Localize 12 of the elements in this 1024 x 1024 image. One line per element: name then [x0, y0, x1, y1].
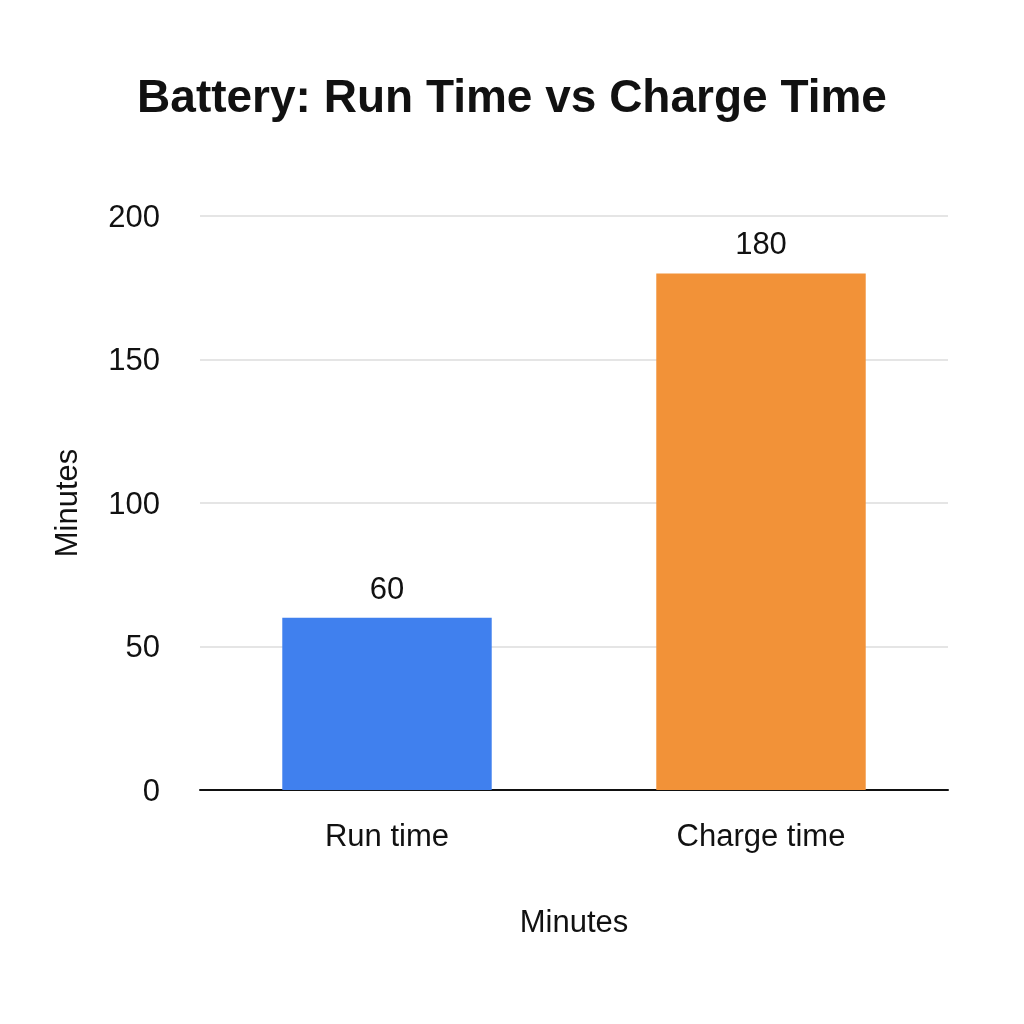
- x-tick-label: Run time: [324, 818, 450, 853]
- y-tick-label: 150: [108, 342, 160, 377]
- chart-title: Battery: Run Time vs Charge Time: [137, 70, 887, 122]
- y-tick-label: 50: [125, 629, 160, 664]
- x-axis-title: Minutes: [519, 904, 629, 939]
- y-axis-title: Minutes: [49, 448, 84, 558]
- data-label: 60: [369, 570, 405, 606]
- y-tick-label: 100: [108, 485, 160, 521]
- y-tick-label: 0: [142, 772, 160, 808]
- y-tick-label: 200: [108, 198, 160, 234]
- x-tick-label: Charge time: [676, 818, 846, 853]
- data-label: 180: [735, 226, 787, 262]
